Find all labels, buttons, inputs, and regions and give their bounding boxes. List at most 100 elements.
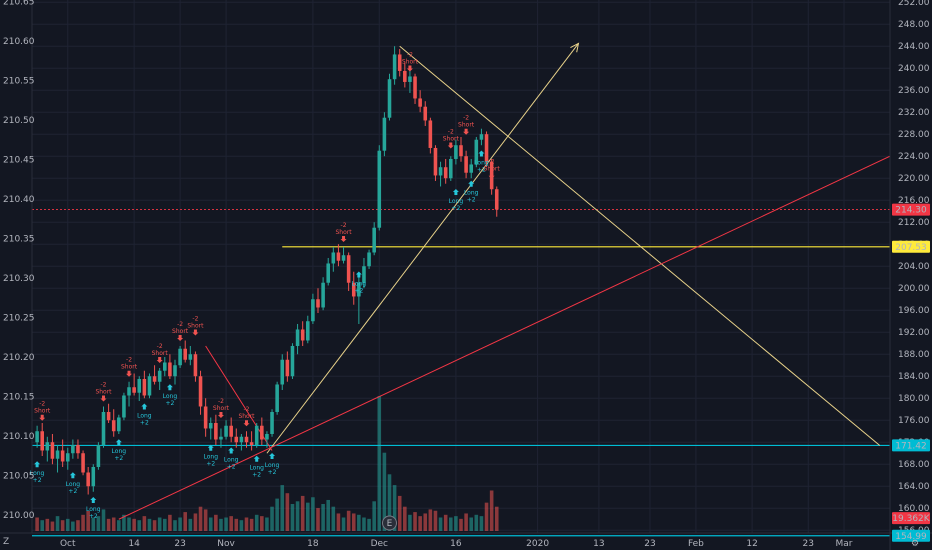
candle-body <box>275 384 279 412</box>
short-arrow-icon <box>243 420 250 427</box>
long-signal-count: +2 <box>165 400 174 407</box>
long-signal-count: +2 <box>268 469 277 476</box>
short-signal-count: -2 <box>101 381 107 388</box>
time-axis-label: 18 <box>307 539 319 549</box>
short-arrow-icon <box>39 414 46 421</box>
short-signal-label: Short <box>402 58 419 65</box>
candle-body <box>106 411 111 421</box>
volume-bar <box>244 517 249 531</box>
volume-bar <box>249 518 254 531</box>
candle-body <box>244 436 249 443</box>
volume-bar <box>377 396 382 531</box>
right-axis-tick-label: 188.00 <box>898 350 930 360</box>
volume-bar <box>132 518 136 531</box>
horizontal-lines[interactable] <box>32 209 890 537</box>
right-axis-tick-label: 216.00 <box>898 196 930 206</box>
volume-bar <box>326 499 331 531</box>
volume-bar <box>489 490 494 531</box>
candle-body <box>382 117 387 151</box>
volume-bar <box>474 514 479 531</box>
candle-body <box>127 387 131 396</box>
candle-body <box>464 156 468 173</box>
short-arrow-icon <box>100 395 107 402</box>
long-arrow-icon <box>90 496 97 503</box>
right-axis-tick-label: 232.00 <box>898 108 930 118</box>
left-axis-tick-label: 210.65 <box>3 0 35 7</box>
candle-body <box>137 378 142 393</box>
candle-body <box>474 139 479 165</box>
long-signal-count: +2 <box>140 419 149 426</box>
long-signal-count: +2 <box>33 477 42 484</box>
volume-bar <box>157 517 162 531</box>
short-signal-count: -2 <box>244 406 250 413</box>
long-signal-count: +2 <box>68 488 77 495</box>
short-signal-label: Short <box>121 364 138 371</box>
time-axis-label: 13 <box>593 539 604 549</box>
price-badge <box>892 439 930 452</box>
candle-body <box>193 354 198 377</box>
short-arrow-icon <box>447 142 454 149</box>
left-axis-tick-label: 210.60 <box>3 37 35 47</box>
candle-body <box>117 417 121 432</box>
long-arrow-icon <box>115 439 122 446</box>
price-badges: 214.30 207.53 171.42 19.362K 154.99 <box>892 203 931 542</box>
long-signal-count: +2 <box>206 461 215 468</box>
candle-body <box>60 450 65 462</box>
long-signal-count: +2 <box>114 455 123 462</box>
candle-body <box>387 79 392 118</box>
short-signal-count: -2 <box>177 321 183 328</box>
volume-bar <box>111 517 116 531</box>
trend-lines[interactable] <box>118 42 891 520</box>
candle-body <box>208 422 213 429</box>
volume-bar <box>188 518 193 531</box>
right-axis-tick-label: 248.00 <box>898 20 930 30</box>
volume-bar <box>91 517 96 531</box>
short-signal-count: -2 <box>39 401 45 408</box>
volume-bar <box>45 518 50 531</box>
time-axis[interactable]: Oct 14 23 Nov 18 Dec 16 2020 13 23 Feb 12 23 Mar <box>0 532 932 549</box>
candle-body <box>494 189 499 210</box>
volume-bar <box>117 520 121 531</box>
left-price-axis[interactable]: 210.65 210.60 210.55 210.50 210.45 210.40 210.… <box>3 0 35 533</box>
candle-body <box>326 263 331 283</box>
long-signal-count: +2 <box>89 513 98 520</box>
short-arrow-icon <box>126 370 133 377</box>
price-badge-label: 19.362K <box>892 514 930 524</box>
long-signal-label: Long <box>352 280 367 287</box>
long-signal-label: Long <box>30 470 45 477</box>
time-axis-label: Oct <box>60 539 76 549</box>
volume-bar <box>479 516 484 531</box>
volume-bar <box>55 516 60 531</box>
candle-body <box>198 376 203 407</box>
volume-bar <box>392 485 397 531</box>
volume-bar <box>423 513 428 531</box>
candle-body <box>101 411 106 445</box>
long-arrow-icon <box>355 271 362 278</box>
volume-bar <box>316 508 320 531</box>
candle-body <box>81 453 85 473</box>
corner-controls[interactable]: Z ⚙ <box>3 537 919 549</box>
candle-body <box>50 442 55 459</box>
short-signal-count: -2 <box>341 222 347 229</box>
short-signal-count: -2 <box>192 315 198 322</box>
right-axis-tick-label: 180.00 <box>898 394 930 404</box>
volume-bar <box>443 514 448 531</box>
volume-bar <box>137 520 142 531</box>
earnings-marker[interactable]: E <box>382 515 397 531</box>
volume-bar <box>464 513 468 531</box>
volume-bar <box>86 510 90 531</box>
volume-bar <box>494 506 499 531</box>
short-signal-label: Short <box>213 405 230 412</box>
volume-bar <box>484 502 489 531</box>
volume-bar <box>413 512 417 531</box>
candle-body <box>341 255 346 261</box>
volume-bar <box>270 506 274 531</box>
short-arrow-icon <box>340 235 347 242</box>
short-signal-label: Short <box>95 388 112 395</box>
candle-body <box>265 433 269 440</box>
volume-bar <box>331 506 336 531</box>
volume-bar <box>178 517 182 531</box>
left-axis-tick-label: 210.45 <box>3 155 35 165</box>
